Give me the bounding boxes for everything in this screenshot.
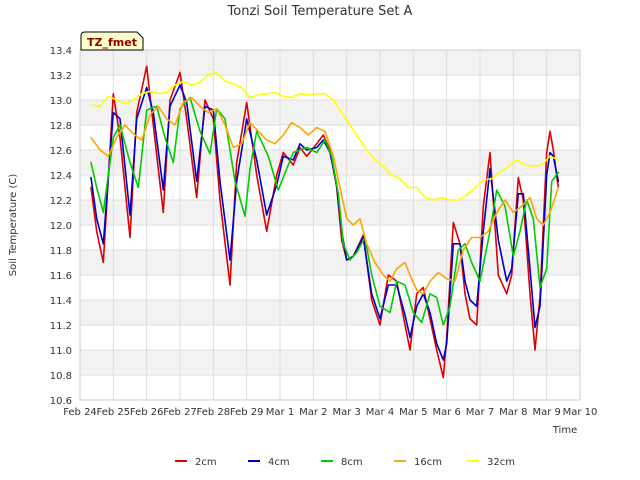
grid-band [80, 350, 580, 375]
x-tick-label: Feb 26 [130, 407, 164, 418]
x-tick-label: Feb 28 [197, 407, 231, 418]
grid-band [80, 50, 580, 75]
y-tick-label: 12.4 [50, 171, 72, 182]
x-tick-label: Mar 6 [432, 407, 460, 418]
chart-series [90, 65, 560, 379]
grid-band [80, 300, 580, 325]
legend-label-2cm: 2cm [195, 457, 217, 468]
x-tick-label: Mar 9 [532, 407, 560, 418]
x-tick-label: Mar 3 [332, 407, 360, 418]
y-tick-label: 10.6 [50, 396, 72, 407]
y-tick-label: 13.4 [50, 46, 72, 57]
series-line-32cm [90, 71, 560, 201]
x-tick-label: Mar 5 [399, 407, 427, 418]
station-badge-box [80, 31, 144, 51]
x-tick-label: Mar 8 [499, 407, 527, 418]
y-tick-label: 13.0 [50, 96, 72, 107]
y-tick-label: 11.2 [50, 321, 72, 332]
legend-label-16cm: 16cm [414, 457, 442, 468]
station-badge: TZ_fmet [80, 31, 144, 51]
x-tick-label: Mar 10 [563, 407, 598, 418]
legend-label-4cm: 4cm [268, 457, 290, 468]
x-tick-label: Mar 7 [466, 407, 494, 418]
grid-band [80, 200, 580, 225]
x-tick-label: Mar 4 [366, 407, 394, 418]
y-tick-label: 11.6 [50, 271, 72, 282]
y-tick-label: 13.2 [50, 71, 72, 82]
x-tick-label: Mar 2 [299, 407, 327, 418]
series-line-8cm [90, 96, 560, 326]
legend-label-8cm: 8cm [341, 457, 363, 468]
legend-label-32cm: 32cm [487, 457, 515, 468]
station-badge-label: TZ_fmet [87, 36, 137, 49]
y-tick-label: 12.2 [50, 196, 72, 207]
x-tick-label: Feb 27 [163, 407, 197, 418]
x-tick-label: Feb 24 [63, 407, 97, 418]
y-tick-label: 12.6 [50, 146, 72, 157]
y-tick-label: 11.4 [50, 296, 72, 307]
x-axis-ticks: Feb 24 Feb 25 Feb 26 Feb 27 Feb 28 Feb 29 Mar … [63, 407, 597, 418]
y-tick-label: 11.0 [50, 346, 72, 357]
y-tick-label: 12.8 [50, 121, 72, 132]
x-tick-label: Feb 29 [230, 407, 264, 418]
chart-legend: 2cm 4cm 8cm 16cm 32cm [175, 457, 515, 468]
y-tick-label: 12.0 [50, 221, 72, 232]
x-axis-label: Time [552, 425, 577, 436]
y-axis-label: Soil Temperature (C) [8, 174, 19, 277]
y-tick-label: 10.8 [50, 371, 72, 382]
chart-title: Tonzi Soil Temperature Set A [227, 4, 413, 19]
x-tick-label: Mar 1 [266, 407, 294, 418]
y-axis-ticks: 10.6 10.8 11.0 11.2 11.4 11.6 11.8 12.0 12.2 12.4… [50, 46, 72, 407]
series-line-16cm [90, 96, 560, 295]
plot-frame [79, 49, 581, 401]
x-tick-label: Feb 25 [97, 407, 131, 418]
y-tick-label: 11.8 [50, 246, 72, 257]
